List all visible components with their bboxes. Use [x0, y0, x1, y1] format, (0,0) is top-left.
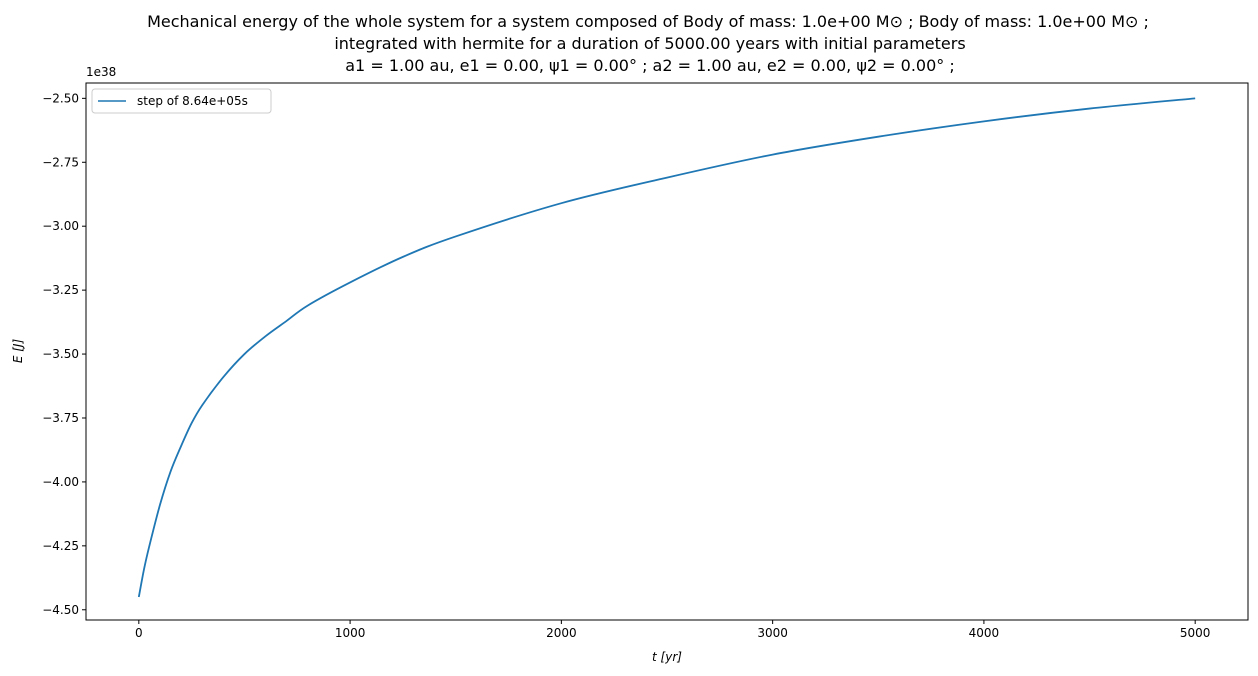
x-tick-label: 1000	[335, 626, 366, 640]
y-tick-label: −3.75	[42, 411, 79, 425]
chart-title-line-3: a1 = 1.00 au, e1 = 0.00, ψ1 = 0.00° ; a2…	[345, 56, 955, 75]
axis-ticks: 0 1000 2000 3000 4000 5000 −4.50 −4.25 −4.00 −3.7…	[42, 91, 1210, 640]
y-tick-label: −2.50	[42, 91, 79, 105]
y-tick-label: −3.00	[42, 219, 79, 233]
legend: step of 8.64e+05s	[91, 88, 272, 114]
legend-box	[91, 88, 272, 114]
series-layer	[137, 97, 1196, 598]
x-tick-label: 5000	[1180, 626, 1211, 640]
series-line-0	[137, 97, 1196, 598]
y-axis-label: E [J]	[11, 339, 25, 364]
x-axis-label: t [yr]	[652, 650, 682, 664]
x-tick-label: 0	[135, 626, 143, 640]
y-tick-label: −4.50	[42, 603, 79, 617]
y-tick-label: −2.75	[42, 155, 79, 169]
chart-title-line-2: integrated with hermite for a duration o…	[334, 34, 965, 53]
x-tick-label: 3000	[757, 626, 788, 640]
y-tick-label: −4.00	[42, 475, 79, 489]
x-tick-label: 2000	[546, 626, 577, 640]
y-offset-label: 1e38	[86, 65, 116, 79]
plot-area	[85, 82, 1249, 621]
y-tick-label: −4.25	[42, 539, 79, 553]
y-tick-label: −3.50	[42, 347, 79, 361]
y-tick-label: −3.25	[42, 283, 79, 297]
x-tick-label: 4000	[969, 626, 1000, 640]
legend-label: step of 8.64e+05s	[137, 94, 248, 108]
chart-title-line-1: Mechanical energy of the whole system fo…	[147, 12, 1149, 31]
